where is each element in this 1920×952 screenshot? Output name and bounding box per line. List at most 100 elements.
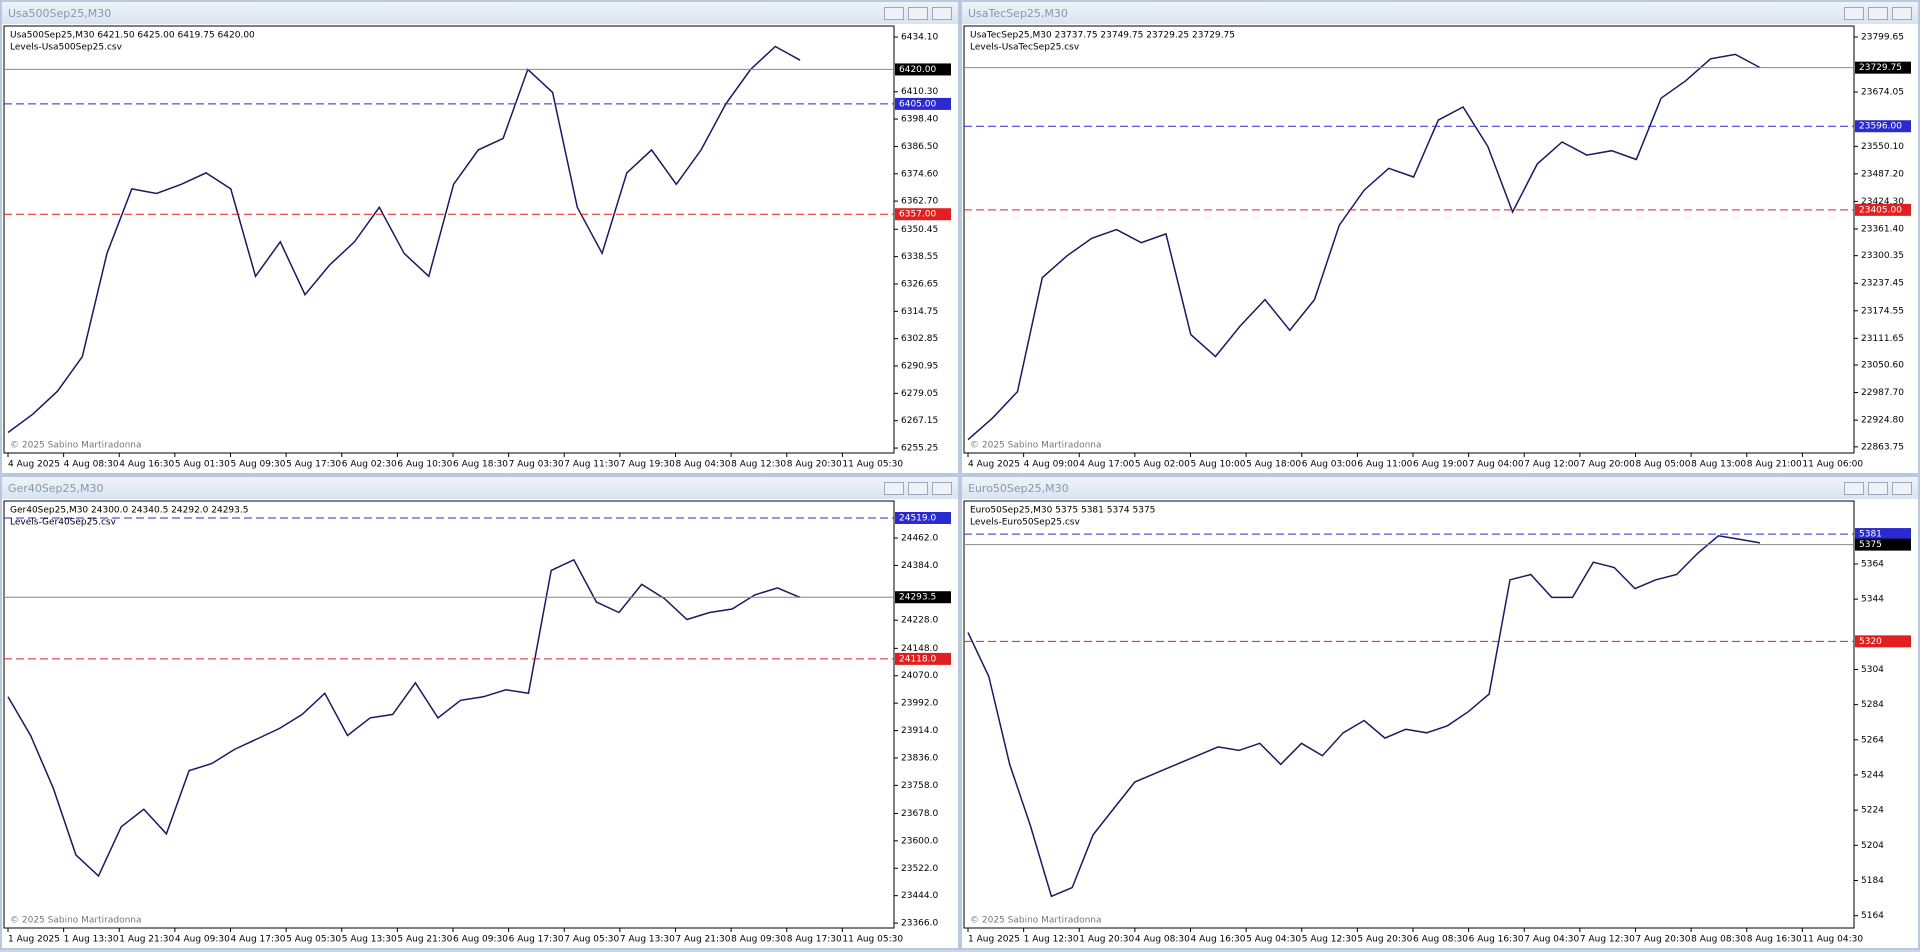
chart-window: Euro50Sep25,M30 5364 5344 5304 5284 5264 5244 5… xyxy=(960,475,1920,950)
y-tick-label: 6279.05 xyxy=(901,389,938,399)
y-tick-label: 6362.70 xyxy=(901,197,938,207)
window-buttons xyxy=(884,481,952,495)
x-tick-label: 11 Aug 04:30 xyxy=(1802,935,1863,945)
y-tick-label: 6386.50 xyxy=(901,142,938,152)
maximize-button[interactable] xyxy=(908,481,928,495)
y-tick-label: 22924.80 xyxy=(1861,416,1904,426)
level-label-box xyxy=(1855,120,1911,133)
y-tick-label: 6290.95 xyxy=(901,362,938,372)
x-tick-label: 11 Aug 05:30 xyxy=(842,935,903,945)
y-tick-label: 23300.35 xyxy=(1861,251,1904,261)
window-title: Usa500Sep25,M30 xyxy=(8,6,112,20)
x-tick-label: 8 Aug 05:00 xyxy=(1636,460,1691,470)
maximize-button[interactable] xyxy=(908,6,928,20)
x-tick-label: 5 Aug 09:30 xyxy=(231,460,286,470)
close-button[interactable] xyxy=(1892,6,1912,20)
y-tick-label: 24148.0 xyxy=(901,644,938,654)
level-label: 24118.0 xyxy=(899,654,936,664)
x-tick-label: 7 Aug 03:30 xyxy=(509,460,564,470)
x-tick-label: 7 Aug 19:30 xyxy=(620,460,675,470)
y-tick-label: 23444.0 xyxy=(901,891,938,901)
x-tick-label: 8 Aug 17:30 xyxy=(787,935,842,945)
x-tick-label: 5 Aug 01:30 xyxy=(175,460,230,470)
y-tick-label: 23550.10 xyxy=(1861,142,1904,152)
maximize-button[interactable] xyxy=(1868,6,1888,20)
x-tick-label: 4 Aug 16:30 xyxy=(1191,935,1246,945)
copyright: © 2025 Sabino Martiradonna xyxy=(970,916,1102,926)
x-tick-label: 1 Aug 2025 xyxy=(968,935,1020,945)
plot-area xyxy=(3,25,895,454)
level-label: 6357.00 xyxy=(899,210,936,220)
x-tick-label: 1 Aug 20:30 xyxy=(1079,935,1134,945)
level-label-box xyxy=(1855,203,1911,216)
y-tick-label: 23914.0 xyxy=(901,726,938,736)
y-tick-label: 6434.10 xyxy=(901,33,938,43)
chart: 6434.10 6410.30 6398.40 6386.50 6374.60 6362.… xyxy=(3,25,951,470)
chart-info: Euro50Sep25,M30 5375 5381 5374 5375 xyxy=(970,506,1155,516)
y-tick-label: 23992.0 xyxy=(901,699,938,709)
chart-window: UsaTecSep25,M30 23799.65 23674.05 23550.10 2… xyxy=(960,0,1920,475)
y-tick-label: 23361.40 xyxy=(1861,224,1904,234)
minimize-button[interactable] xyxy=(1844,481,1864,495)
level-label: 5320 xyxy=(1859,637,1882,647)
x-tick-label: 7 Aug 21:30 xyxy=(676,935,731,945)
minimize-button[interactable] xyxy=(1844,6,1864,20)
x-tick-label: 4 Aug 17:30 xyxy=(231,935,286,945)
minimize-button[interactable] xyxy=(884,6,904,20)
price-line xyxy=(7,45,801,434)
chart-info: Usa500Sep25,M30 6421.50 6425.00 6419.75 … xyxy=(10,31,255,41)
maximize-button[interactable] xyxy=(1868,481,1888,495)
window-buttons xyxy=(1844,481,1912,495)
x-tick-label: 5 Aug 13:30 xyxy=(342,935,397,945)
chart: 23799.65 23674.05 23550.10 23487.20 23424.30… xyxy=(963,25,1911,470)
y-tick-label: 23487.20 xyxy=(1861,169,1904,179)
x-tick-label: 8 Aug 08:30 xyxy=(1691,935,1746,945)
minimize-button[interactable] xyxy=(884,481,904,495)
levels-file: Levels-Ger40Sep25.csv xyxy=(10,518,117,528)
y-tick-label: 6255.25 xyxy=(901,444,938,454)
level-label: 6405.00 xyxy=(899,99,936,109)
y-tick-label: 23174.55 xyxy=(1861,306,1904,316)
level-label: 23596.00 xyxy=(1859,122,1902,132)
title-bar: Ger40Sep25,M30 xyxy=(2,477,958,499)
y-tick-label: 5204 xyxy=(1861,841,1884,851)
title-bar: Euro50Sep25,M30 xyxy=(962,477,1918,499)
x-tick-label: 6 Aug 10:30 xyxy=(397,460,452,470)
x-tick-label: 7 Aug 04:30 xyxy=(1524,935,1579,945)
y-tick-label: 5304 xyxy=(1861,665,1884,675)
x-tick-label: 1 Aug 12:30 xyxy=(1024,935,1079,945)
x-tick-label: 1 Aug 21:30 xyxy=(119,935,174,945)
x-tick-label: 4 Aug 17:00 xyxy=(1079,460,1134,470)
y-tick-label: 5344 xyxy=(1861,595,1884,605)
y-tick-label: 6326.65 xyxy=(901,279,938,289)
level-label: 5375 xyxy=(1859,540,1882,550)
x-tick-label: 7 Aug 04:00 xyxy=(1469,460,1524,470)
x-tick-label: 5 Aug 17:30 xyxy=(286,460,341,470)
x-tick-label: 5 Aug 21:30 xyxy=(397,935,452,945)
y-tick-label: 23111.65 xyxy=(1861,334,1904,344)
window-title: Ger40Sep25,M30 xyxy=(8,481,104,495)
y-tick-label: 5264 xyxy=(1861,735,1884,745)
x-tick-label: 5 Aug 10:00 xyxy=(1191,460,1246,470)
x-tick-label: 11 Aug 06:00 xyxy=(1802,460,1863,470)
x-tick-label: 8 Aug 16:30 xyxy=(1747,935,1802,945)
chart-window: Ger40Sep25,M30 24462.0 24384.0 24228.0 24148… xyxy=(0,475,960,950)
y-tick-label: 24384.0 xyxy=(901,561,938,571)
y-tick-label: 6314.75 xyxy=(901,307,938,317)
copyright: © 2025 Sabino Martiradonna xyxy=(10,916,142,926)
x-tick-label: 6 Aug 02:30 xyxy=(342,460,397,470)
chart: 5364 5344 5304 5284 5264 5244 5224 5204 5184 5164… xyxy=(963,500,1911,945)
x-tick-label: 6 Aug 19:00 xyxy=(1413,460,1468,470)
x-tick-label: 6 Aug 08:30 xyxy=(1413,935,1468,945)
copyright: © 2025 Sabino Martiradonna xyxy=(10,441,142,451)
y-tick-label: 23674.05 xyxy=(1861,88,1904,98)
y-tick-label: 5244 xyxy=(1861,770,1884,780)
y-tick-label: 23758.0 xyxy=(901,781,938,791)
close-button[interactable] xyxy=(1892,481,1912,495)
close-button[interactable] xyxy=(932,481,952,495)
window-buttons xyxy=(1844,6,1912,20)
close-button[interactable] xyxy=(932,6,952,20)
chart-window: Usa500Sep25,M30 6434.10 6410.30 6398.40 6386… xyxy=(0,0,960,475)
y-tick-label: 23600.0 xyxy=(901,836,938,846)
